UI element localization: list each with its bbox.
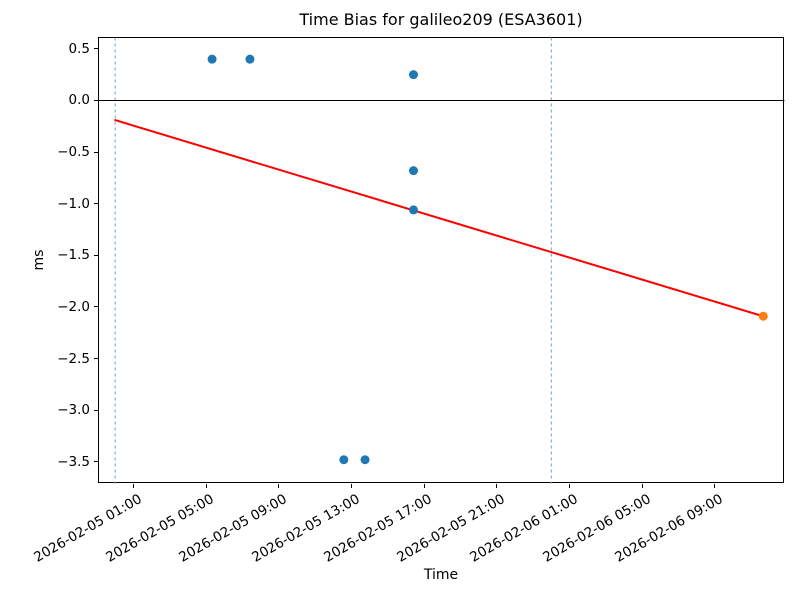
x-tick-mark <box>568 484 570 488</box>
y-tick-label: −3.0 <box>57 402 90 419</box>
bias-measurements-point <box>408 166 418 176</box>
bias-measurements-point <box>245 54 255 64</box>
y-tick-mark <box>94 99 98 101</box>
x-tick-mark <box>423 484 425 488</box>
y-tick-mark <box>94 48 98 50</box>
y-tick-label: −0.5 <box>57 144 90 161</box>
bias-measurements-point <box>207 54 217 64</box>
bias-measurements-point <box>360 455 370 465</box>
y-tick-label: −3.5 <box>57 453 90 470</box>
x-tick-mark <box>132 484 134 488</box>
y-tick-mark <box>94 151 98 153</box>
y-axis-label: ms <box>31 249 47 271</box>
plot-area <box>98 37 784 483</box>
x-axis-label: Time <box>423 567 459 583</box>
y-tick-mark <box>94 358 98 360</box>
y-tick-label: −1.5 <box>57 247 90 264</box>
y-tick-label: 0.0 <box>68 92 90 109</box>
x-tick-mark <box>641 484 643 488</box>
y-tick-label: 0.5 <box>68 40 90 57</box>
y-tick-mark <box>94 203 98 205</box>
y-tick-label: −2.5 <box>57 350 90 367</box>
y-tick-label: −1.0 <box>57 195 90 212</box>
y-tick-mark <box>94 409 98 411</box>
y-tick-mark <box>94 306 98 308</box>
latest-measurement-point <box>758 311 768 321</box>
chart-title: Time Bias for galileo209 (ESA3601) <box>299 10 583 29</box>
x-tick-mark <box>205 484 207 488</box>
bias-measurements-point <box>408 70 418 80</box>
x-tick-mark <box>714 484 716 488</box>
x-tick-mark <box>278 484 280 488</box>
y-tick-mark <box>94 461 98 463</box>
y-tick-label: −2.0 <box>57 298 90 315</box>
y-tick-mark <box>94 254 98 256</box>
trend-line <box>114 119 765 318</box>
x-tick-mark <box>350 484 352 488</box>
bias-measurements-point <box>408 205 418 215</box>
bias-measurements-point <box>339 455 349 465</box>
x-tick-mark <box>496 484 498 488</box>
